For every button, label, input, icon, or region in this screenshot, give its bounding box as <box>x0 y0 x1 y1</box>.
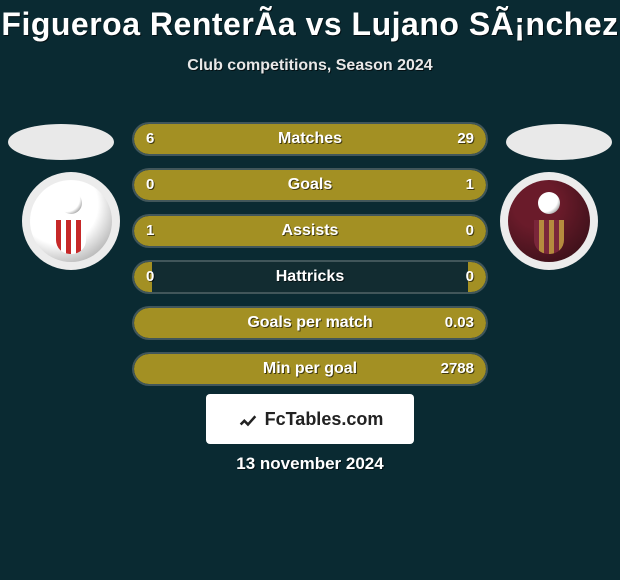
stat-value-right: 0 <box>466 214 474 248</box>
stat-label: Goals <box>132 168 488 202</box>
page-title: Figueroa RenterÃ­a vs Lujano SÃ¡nchez <box>0 0 620 43</box>
stat-label: Matches <box>132 122 488 156</box>
stat-value-left: 0 <box>146 260 154 294</box>
stat-bars: Matches629Goals01Assists10Hattricks00Goa… <box>132 122 488 398</box>
stat-value-left: 1 <box>146 214 154 248</box>
stat-value-right: 29 <box>457 122 474 156</box>
stat-value-right: 0.03 <box>445 306 474 340</box>
stat-value-left: 0 <box>146 168 154 202</box>
stat-row: Hattricks0 0 <box>132 260 488 294</box>
stat-label: Goals per match <box>132 306 488 340</box>
stat-label: Assists <box>132 214 488 248</box>
source-logo: FcTables.com <box>206 394 414 444</box>
crest-left <box>22 172 120 270</box>
source-label: FcTables.com <box>265 409 384 430</box>
stat-row: Min per goal2788 <box>132 352 488 386</box>
stat-value-right: 0 <box>466 260 474 294</box>
comparison-card: Figueroa RenterÃ­a vs Lujano SÃ¡nchez Cl… <box>0 0 620 580</box>
stat-value-right: 2788 <box>441 352 474 386</box>
stat-label: Min per goal <box>132 352 488 386</box>
stat-row: Matches6 29 <box>132 122 488 156</box>
stat-row: Goals0 1 <box>132 168 488 202</box>
subtitle: Club competitions, Season 2024 <box>0 57 620 75</box>
crest-right <box>500 172 598 270</box>
flag-left <box>8 124 114 160</box>
stat-row: Goals per match0.03 <box>132 306 488 340</box>
flag-right <box>506 124 612 160</box>
stat-value-right: 1 <box>466 168 474 202</box>
stat-row: Assists1 0 <box>132 214 488 248</box>
date-text: 13 november 2024 <box>0 454 620 474</box>
stat-label: Hattricks <box>132 260 488 294</box>
chart-icon <box>237 408 259 430</box>
stat-value-left: 6 <box>146 122 154 156</box>
